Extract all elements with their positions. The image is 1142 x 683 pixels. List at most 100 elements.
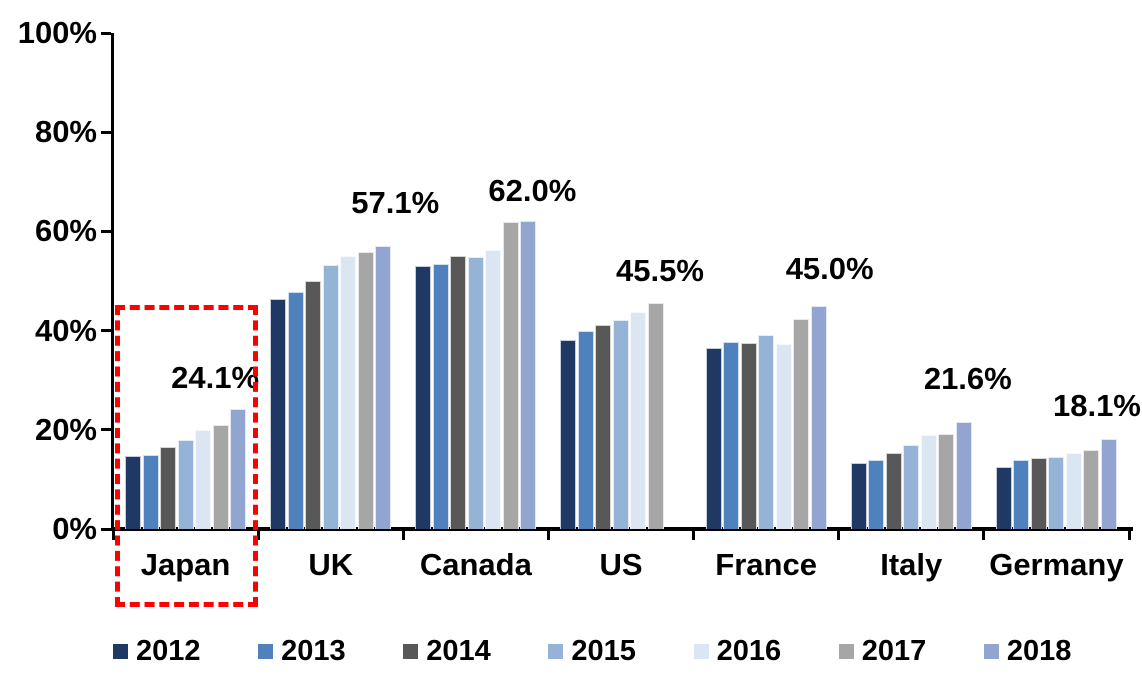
bar-uk-2017 [357, 251, 374, 529]
legend-item-2014: 2014 [403, 636, 548, 666]
bar-canada-2012 [415, 266, 432, 529]
bar-uk-2012 [270, 298, 287, 529]
legend-swatch-2013 [258, 643, 274, 659]
bar-france-2012 [705, 347, 722, 529]
bar-france-2014 [740, 342, 757, 529]
y-tick [101, 428, 111, 432]
bar-japan-2013 [142, 454, 159, 529]
bar-group-uk [258, 245, 403, 529]
bar-group-us [548, 303, 693, 529]
legend-item-2015: 2015 [548, 636, 693, 666]
bar-germany-2015 [1048, 456, 1065, 529]
category-label-us: US [599, 547, 643, 582]
legend-label-2014: 2014 [426, 635, 491, 667]
y-tick-label: 40% [34, 312, 97, 348]
bar-uk-2018 [375, 245, 392, 529]
bar-france-2016 [775, 343, 792, 529]
y-tick-label: 80% [34, 114, 97, 150]
legend-swatch-2015 [548, 643, 564, 659]
bar-germany-2018 [1100, 439, 1117, 529]
y-tick-label: 60% [34, 213, 97, 249]
legend-label-2012: 2012 [136, 635, 201, 667]
bar-france-2017 [793, 319, 810, 529]
bar-japan-2015 [177, 439, 194, 529]
data-label-france: 45.0% [785, 250, 874, 286]
bar-canada-2016 [485, 249, 502, 529]
bar-italy-2015 [903, 445, 920, 529]
bar-japan-2017 [212, 424, 229, 529]
bar-canada-2014 [450, 256, 467, 529]
data-label-us: 45.5% [616, 253, 704, 289]
category-label-italy: Italy [880, 547, 943, 582]
y-tick [101, 229, 111, 233]
legend: 2012 2013 2014 2015 2016 2017 2018 [113, 636, 1129, 666]
legend-item-2017: 2017 [838, 635, 984, 667]
legend-item-2016: 2016 [693, 636, 839, 666]
x-tick [111, 531, 115, 540]
x-tick [401, 531, 405, 540]
data-label-germany: 18.1% [1052, 388, 1141, 424]
bar-japan-2018 [230, 409, 247, 529]
bar-uk-2016 [340, 256, 357, 529]
legend-swatch-2017 [838, 643, 854, 659]
bar-japan-2016 [195, 430, 212, 529]
bar-uk-2013 [287, 291, 304, 529]
legend-swatch-2014 [403, 643, 419, 659]
legend-item-2012: 2012 [113, 636, 258, 666]
y-tick [101, 31, 111, 35]
bar-canada-2018 [520, 221, 537, 529]
bar-canada-2015 [467, 257, 484, 529]
y-tick [101, 329, 111, 333]
bar-japan-2012 [125, 456, 142, 529]
x-tick [546, 531, 550, 540]
bar-france-2018 [810, 305, 827, 529]
x-tick [982, 531, 986, 540]
bar-us-2016 [630, 312, 647, 529]
y-axis-line [111, 33, 114, 529]
bar-group-italy [839, 421, 984, 529]
bar-italy-2018 [955, 421, 972, 529]
legend-swatch-2016 [693, 643, 709, 659]
legend-label-2018: 2018 [1006, 635, 1072, 667]
x-tick [1127, 531, 1131, 540]
x-tick [837, 531, 841, 540]
legend-label-2015: 2015 [571, 635, 636, 667]
bar-france-2013 [723, 342, 740, 529]
bar-germany-2013 [1013, 460, 1030, 529]
bar-group-canada [403, 221, 548, 529]
y-tick-label: 0% [52, 511, 97, 546]
x-axis-line [111, 527, 1133, 531]
bar-group-japan [113, 409, 258, 529]
legend-swatch-2012 [113, 643, 128, 659]
legend-item-2018: 2018 [983, 635, 1129, 667]
bar-us-2012 [560, 339, 577, 529]
bar-germany-2014 [1030, 457, 1047, 529]
y-tick-label: 100% [17, 15, 97, 50]
bar-italy-2016 [920, 434, 937, 529]
bar-japan-2014 [160, 447, 177, 529]
category-label-japan: Japan [140, 547, 231, 582]
legend-label-2017: 2017 [861, 635, 927, 667]
y-tick [101, 130, 111, 134]
bar-italy-2013 [868, 459, 885, 529]
category-label-canada: Canada [419, 547, 532, 582]
data-label-italy: 21.6% [923, 360, 1012, 396]
plot-area: 24.1% 57.1% 62.0% 45.5% 45.0% 21.6% 18.1% [113, 33, 1141, 529]
legend-item-2013: 2013 [258, 636, 403, 666]
bar-us-2015 [612, 319, 629, 529]
data-label-canada: 62.0% [488, 173, 577, 209]
data-label-japan: 24.1% [171, 360, 260, 396]
bar-italy-2017 [938, 433, 955, 529]
y-tick [101, 527, 111, 531]
bar-germany-2012 [995, 467, 1012, 529]
bar-uk-2014 [305, 281, 322, 529]
legend-swatch-2018 [983, 643, 999, 659]
bar-group-france [694, 305, 839, 529]
bar-canada-2013 [432, 263, 449, 529]
bar-france-2015 [758, 334, 775, 529]
bar-italy-2014 [885, 453, 902, 529]
data-label-uk: 57.1% [351, 184, 440, 220]
bar-us-2013 [577, 330, 594, 529]
bar-canada-2017 [502, 222, 519, 529]
